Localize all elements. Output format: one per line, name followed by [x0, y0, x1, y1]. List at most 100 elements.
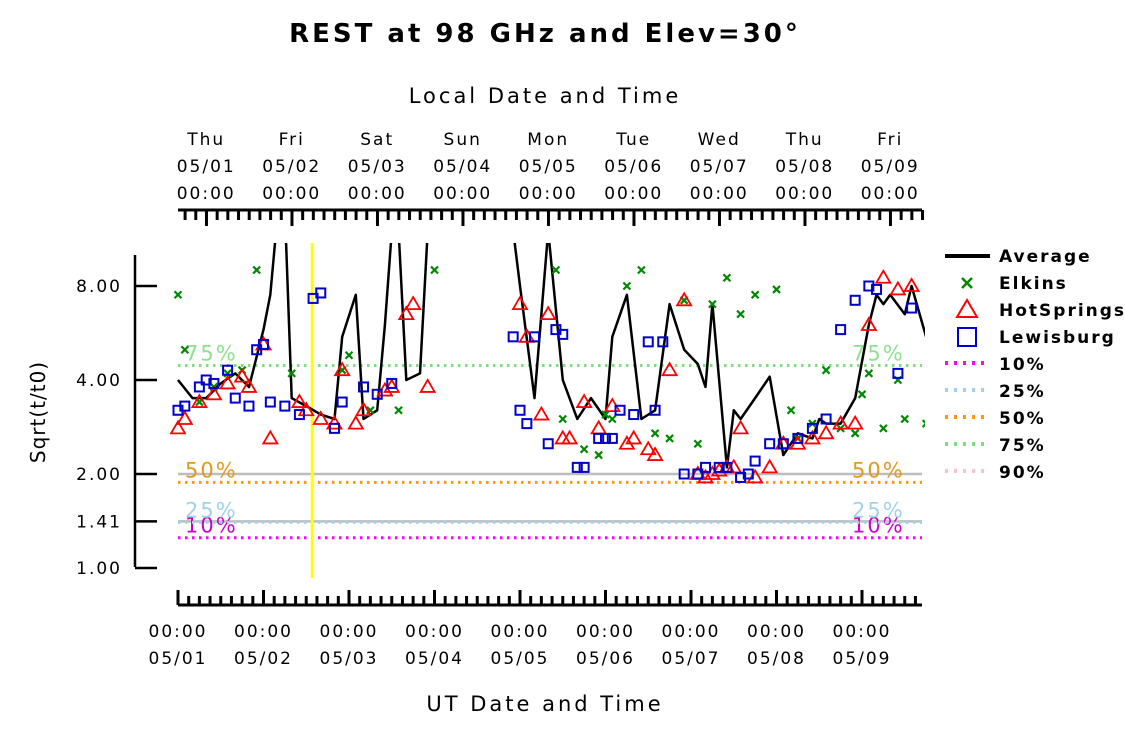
bottom-tick-time: 00:00	[833, 622, 892, 642]
elkins-point	[786, 405, 796, 415]
hotsprings-point	[261, 429, 279, 445]
elkins-point	[857, 390, 867, 399]
lewisburg-point	[777, 438, 789, 450]
hotsprings-point	[625, 429, 643, 445]
elkins-point	[650, 429, 660, 438]
hotsprings-point	[333, 361, 351, 377]
bottom-tick-time: 00:00	[405, 622, 464, 642]
top-tick-time: 00:00	[348, 184, 407, 204]
bottom-tick-date: 05/06	[576, 649, 635, 669]
hotsprings-point	[290, 393, 308, 408]
lewisburg-point	[557, 328, 569, 340]
lewisburg-point	[600, 432, 611, 444]
lewisburg-point	[657, 336, 669, 348]
y-tick-label: 4.00	[76, 371, 122, 391]
hotsprings-point	[205, 385, 223, 401]
elkins-point	[173, 290, 183, 300]
bottom-tick-time: 00:00	[662, 622, 721, 642]
top-tick-time: 00:00	[690, 184, 749, 204]
percentile-label-left: 50%	[185, 458, 238, 482]
elkins-point	[665, 434, 674, 443]
elkins-point	[608, 414, 617, 424]
lewisburg-point	[336, 396, 348, 408]
legend-label: 50%	[999, 409, 1046, 429]
bottom-tick-date: 05/01	[149, 649, 208, 669]
elkins-point	[736, 309, 745, 319]
lewisburg-point	[315, 287, 327, 299]
hotsprings-point	[233, 367, 251, 383]
elkins-point	[708, 299, 717, 309]
legend-label: 75%	[999, 436, 1046, 456]
y-tick-label: 1.00	[76, 559, 122, 579]
elkins-point	[430, 265, 439, 275]
bottom-tick-date: 05/07	[662, 649, 721, 669]
lewisburg-point	[792, 432, 804, 444]
hotsprings-point	[639, 440, 657, 456]
top-tick-date: 05/01	[177, 157, 236, 177]
lewisburg-point	[835, 324, 847, 336]
bottom-tick-date: 05/05	[491, 649, 550, 669]
hotsprings-point	[860, 316, 878, 331]
elkins-point	[750, 290, 760, 300]
lewisburg-point	[713, 461, 725, 473]
lewisburg-point	[328, 422, 340, 434]
hotsprings-point	[539, 305, 557, 321]
legend-label: Elkins	[999, 274, 1068, 294]
lewisburg-point	[222, 364, 234, 376]
top-tick-weekday: Wed	[698, 130, 741, 150]
lewisburg-point	[700, 461, 712, 473]
hotsprings-point	[817, 424, 835, 440]
bottom-tick-date: 05/02	[234, 649, 293, 669]
bottom-x-axis-label: UT Date and Time	[426, 692, 663, 716]
legend-label: 10%	[999, 355, 1046, 375]
elkins-point	[850, 429, 860, 438]
top-tick-weekday: Sat	[360, 130, 394, 150]
lewisburg-point	[571, 461, 583, 473]
lewisburg-point	[735, 471, 747, 483]
lewisburg-point	[721, 461, 733, 473]
hotsprings-point	[646, 446, 664, 461]
hotsprings-point	[240, 378, 258, 393]
top-tick-date: 05/08	[775, 157, 834, 177]
top-tick-date: 05/09	[861, 157, 920, 177]
lewisburg-point	[521, 418, 533, 430]
percentile-label-right: 75%	[852, 342, 905, 366]
hotsprings-point	[561, 429, 579, 445]
bottom-tick-time: 00:00	[149, 622, 208, 642]
top-tick-weekday: Fri	[279, 130, 305, 150]
legend-label: 90%	[999, 463, 1046, 483]
lewisburg-point	[593, 432, 605, 444]
lewisburg-point	[906, 302, 918, 314]
lewisburg-point	[200, 374, 212, 386]
elkins-point	[594, 450, 603, 460]
legend-label: Average	[999, 247, 1092, 267]
y-axis-label: Sqrt(t/t0)	[26, 361, 50, 463]
lewisburg-point	[863, 280, 875, 292]
lewisburg-point	[614, 404, 626, 416]
hotsprings-point	[874, 268, 892, 284]
lewisburg-point	[678, 468, 690, 480]
hotsprings-point	[725, 458, 743, 474]
elkins-point	[821, 365, 831, 375]
lewisburg-point	[806, 422, 818, 434]
legend-label: Lewisburg	[999, 328, 1116, 348]
lewisburg-point	[507, 331, 519, 343]
hotsprings-point	[590, 419, 608, 435]
top-tick-date: 05/06	[604, 157, 663, 177]
bottom-tick-time: 00:00	[747, 622, 806, 642]
percentile-label-left: 75%	[185, 342, 238, 366]
hotsprings-point	[532, 405, 550, 421]
elkins-point	[394, 405, 403, 415]
axes-ticks: 1.00 1.41 2.00 4.00 8.00 00:00 05/01 00:00 05/02…	[76, 130, 925, 669]
bottom-tick-date: 05/04	[405, 649, 464, 669]
lewisburg-point	[692, 468, 704, 480]
percentile-label-left: 10%	[185, 514, 238, 538]
top-tick-date: 05/05	[519, 157, 578, 177]
reference-lines: 10% 10%25% 25%50% 50%75% 75%	[178, 342, 922, 540]
top-tick-weekday: Tue	[615, 130, 651, 150]
hotsprings-point	[312, 410, 330, 425]
elkins-point	[722, 273, 732, 283]
hotsprings-point	[846, 414, 864, 430]
hotsprings-point	[347, 414, 365, 430]
